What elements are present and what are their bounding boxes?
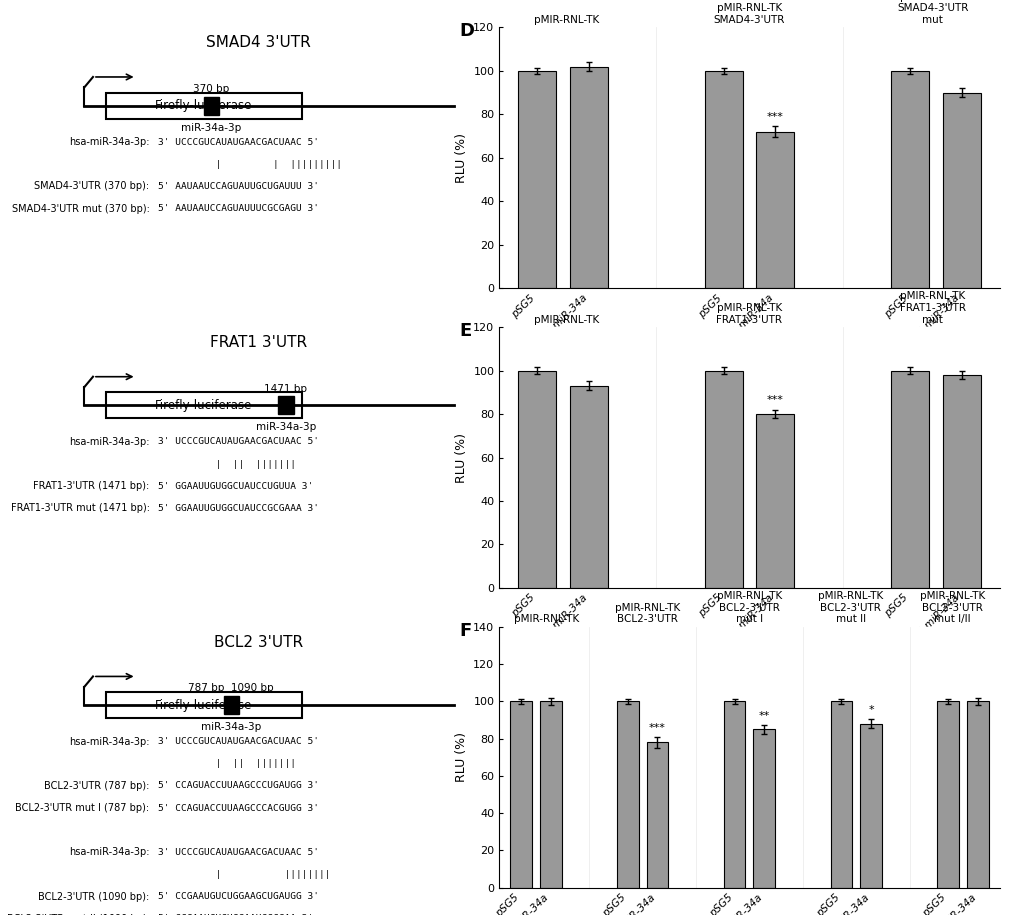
Text: BCL2-3'UTR (787 bp):: BCL2-3'UTR (787 bp):	[44, 780, 150, 791]
Text: FRAT1-3'UTR mut (1471 bp):: FRAT1-3'UTR mut (1471 bp):	[10, 503, 150, 513]
Bar	[510, 702, 531, 888]
Bar	[890, 371, 928, 587]
Text: hsa-miR-34a-3p:: hsa-miR-34a-3p:	[69, 847, 150, 857]
Bar	[942, 92, 979, 288]
Y-axis label: RLU (%): RLU (%)	[454, 133, 468, 183]
Text: hsa-miR-34a-3p:: hsa-miR-34a-3p:	[69, 137, 150, 147]
Text: miR-34a-3p: miR-34a-3p	[181, 123, 242, 133]
Text: SMAD4-3'UTR (370 bp):: SMAD4-3'UTR (370 bp):	[35, 181, 150, 191]
Text: pMIR-RNL-TK
BCL2-3'UTR: pMIR-RNL-TK BCL2-3'UTR	[614, 603, 680, 624]
Bar	[942, 375, 979, 587]
Text: pMIR-RNL-TK
FRAT1-3'UTR: pMIR-RNL-TK FRAT1-3'UTR	[715, 303, 782, 325]
Text: BCL2-3'UTR mut I (787 bp):: BCL2-3'UTR mut I (787 bp):	[15, 803, 150, 813]
Text: |           ||||||||: | ||||||||	[158, 870, 330, 879]
Bar	[936, 702, 958, 888]
Text: SMAD4 3'UTR: SMAD4 3'UTR	[206, 36, 311, 50]
Text: 370 bp: 370 bp	[194, 84, 229, 94]
Bar	[518, 70, 555, 288]
Bar	[106, 692, 302, 718]
Text: Firefly-luciferase: Firefly-luciferase	[155, 399, 253, 412]
Text: 787 bp  1090 bp: 787 bp 1090 bp	[189, 684, 274, 694]
Text: 5' CCGAAUGUCUGGAAGCUGAUGG 3': 5' CCGAAUGUCUGGAAGCUGAUGG 3'	[158, 892, 319, 901]
Text: pMIR-RNL-TK
SMAD4-3'UTR
mut: pMIR-RNL-TK SMAD4-3'UTR mut	[896, 0, 967, 25]
Bar	[223, 696, 238, 715]
Text: 5' GGAAUUGUGGCUAUCCGCGAAA 3': 5' GGAAUUGUGGCUAUCCGCGAAA 3'	[158, 504, 319, 512]
Text: 5' CCAGUACCUUAAGCCCACGUGG 3': 5' CCAGUACCUUAAGCCCACGUGG 3'	[158, 803, 319, 813]
Text: F: F	[459, 621, 471, 640]
Text: 3' UCCCGUCAUAUGAACGACUAAC 5': 3' UCCCGUCAUAUGAACGACUAAC 5'	[158, 437, 319, 447]
Text: 3' UCCCGUCAUAUGAACGACUAAC 5': 3' UCCCGUCAUAUGAACGACUAAC 5'	[158, 137, 319, 146]
Bar	[753, 729, 774, 888]
Bar	[646, 742, 667, 888]
Text: hsa-miR-34a-3p:: hsa-miR-34a-3p:	[69, 436, 150, 447]
Text: |  ||  |||||||: | || |||||||	[158, 459, 296, 468]
Text: pMIR-RNL-TK
FRAT1-3'UTR
mut: pMIR-RNL-TK FRAT1-3'UTR mut	[899, 291, 965, 325]
Text: 1471 bp: 1471 bp	[264, 383, 307, 393]
Text: Firefly-luciferase: Firefly-luciferase	[155, 699, 253, 712]
Bar	[539, 702, 561, 888]
Text: pMIR-RNL-TK
BCL2-3'UTR
mut I/II: pMIR-RNL-TK BCL2-3'UTR mut I/II	[919, 591, 984, 624]
Bar	[756, 132, 794, 288]
Bar	[704, 70, 742, 288]
Text: E: E	[459, 322, 471, 340]
Text: pMIR-RNL-TK: pMIR-RNL-TK	[533, 15, 598, 25]
Text: 5' AAUAAUCCAGUAUUGCUGAUUU 3': 5' AAUAAUCCAGUAUUGCUGAUUU 3'	[158, 182, 319, 191]
Text: **: **	[758, 711, 769, 721]
Bar	[966, 702, 987, 888]
Text: FRAT1 3'UTR: FRAT1 3'UTR	[210, 335, 307, 350]
Text: 3' UCCCGUCAUAUGAACGACUAAC 5': 3' UCCCGUCAUAUGAACGACUAAC 5'	[158, 737, 319, 746]
Bar	[829, 702, 852, 888]
Bar	[570, 67, 607, 288]
Text: miR-34a-3p: miR-34a-3p	[256, 423, 316, 432]
Bar	[723, 702, 745, 888]
Text: BCL2-3'UTR (1090 bp):: BCL2-3'UTR (1090 bp):	[39, 892, 150, 901]
Text: D: D	[459, 22, 474, 40]
Bar	[204, 96, 219, 114]
Text: 5' AAUAAUCCAGUAUUUCGCGAGU 3': 5' AAUAAUCCAGUAUUUCGCGAGU 3'	[158, 204, 319, 213]
Text: BCL2 3'UTR: BCL2 3'UTR	[214, 635, 303, 650]
Bar	[106, 393, 302, 418]
Bar	[278, 396, 293, 414]
Text: ***: ***	[648, 723, 665, 733]
Bar	[570, 386, 607, 587]
Bar	[704, 371, 742, 587]
Text: |  ||  |||||||: | || |||||||	[158, 759, 296, 769]
Text: ***: ***	[766, 112, 783, 122]
Text: 5' CCAGUACCUUAAGCCCUGAUGG 3': 5' CCAGUACCUUAAGCCCUGAUGG 3'	[158, 781, 319, 791]
Text: pMIR-RNL-TK
BCL2-3'UTR
mut II: pMIR-RNL-TK BCL2-3'UTR mut II	[817, 591, 882, 624]
Y-axis label: RLU (%): RLU (%)	[454, 433, 468, 482]
Bar	[616, 702, 638, 888]
Text: pMIR-RNL-TK: pMIR-RNL-TK	[533, 315, 598, 325]
Text: hsa-miR-34a-3p:: hsa-miR-34a-3p:	[69, 737, 150, 747]
Text: FRAT1-3'UTR (1471 bp):: FRAT1-3'UTR (1471 bp):	[34, 481, 150, 491]
Bar	[756, 414, 794, 587]
Bar	[859, 724, 881, 888]
Text: 3' UCCCGUCAUAUGAACGACUAAC 5': 3' UCCCGUCAUAUGAACGACUAAC 5'	[158, 848, 319, 856]
Text: pMIR-RNL-TK
SMAD4-3'UTR: pMIR-RNL-TK SMAD4-3'UTR	[713, 4, 785, 25]
Text: Firefly-luciferase: Firefly-luciferase	[155, 99, 253, 113]
Bar	[890, 70, 928, 288]
Y-axis label: RLU (%): RLU (%)	[454, 732, 468, 782]
Text: ***: ***	[766, 395, 783, 405]
Text: pMIR-RNL-TK: pMIR-RNL-TK	[514, 614, 579, 624]
Text: |         |  |||||||||: | | |||||||||	[158, 160, 342, 168]
Text: SMAD4-3'UTR mut (370 bp):: SMAD4-3'UTR mut (370 bp):	[11, 204, 150, 213]
Text: *: *	[867, 705, 873, 716]
Bar	[518, 371, 555, 587]
Bar	[106, 92, 302, 119]
Text: BCL2-3'UTR mut II (1090 bp):: BCL2-3'UTR mut II (1090 bp):	[7, 914, 150, 915]
Text: 5' GGAAUUGUGGCUAUCCUGUUA 3': 5' GGAAUUGUGGCUAUCCUGUUA 3'	[158, 481, 313, 490]
Text: pMIR-RNL-TK
BCL2-3'UTR
mut I: pMIR-RNL-TK BCL2-3'UTR mut I	[716, 591, 782, 624]
Text: miR-34a-3p: miR-34a-3p	[201, 722, 261, 732]
